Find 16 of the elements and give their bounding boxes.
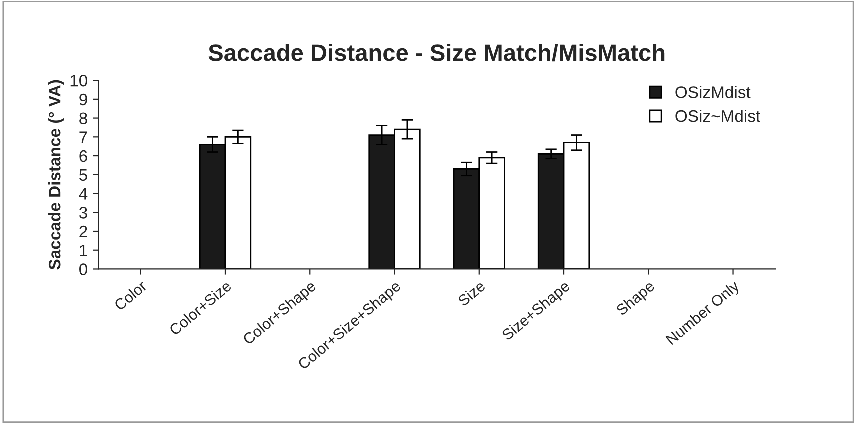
y-tick-label: 3	[80, 207, 88, 219]
chart-title: Saccade Distance - Size Match/MisMatch	[208, 44, 665, 62]
y-tick-label: 5	[80, 169, 88, 182]
y-tick-label: 6	[80, 150, 88, 162]
y-tick-label: 1	[80, 244, 88, 256]
y-tick-label: 8	[80, 112, 88, 124]
y-axis-title: Saccade Distance (° VA)	[48, 80, 64, 270]
y-tick-label: 10	[70, 74, 88, 87]
legend-label: OSiz~Mdist	[676, 110, 760, 122]
y-tick-label: 2	[80, 226, 88, 238]
legend-label: OSizMdist	[676, 86, 751, 98]
y-tick-label: 4	[79, 188, 88, 200]
y-tick-label: 9	[80, 94, 88, 106]
x-tick-label: Size	[457, 280, 486, 307]
y-tick-label: 0	[80, 264, 88, 276]
y-tick-label: 7	[80, 132, 88, 144]
